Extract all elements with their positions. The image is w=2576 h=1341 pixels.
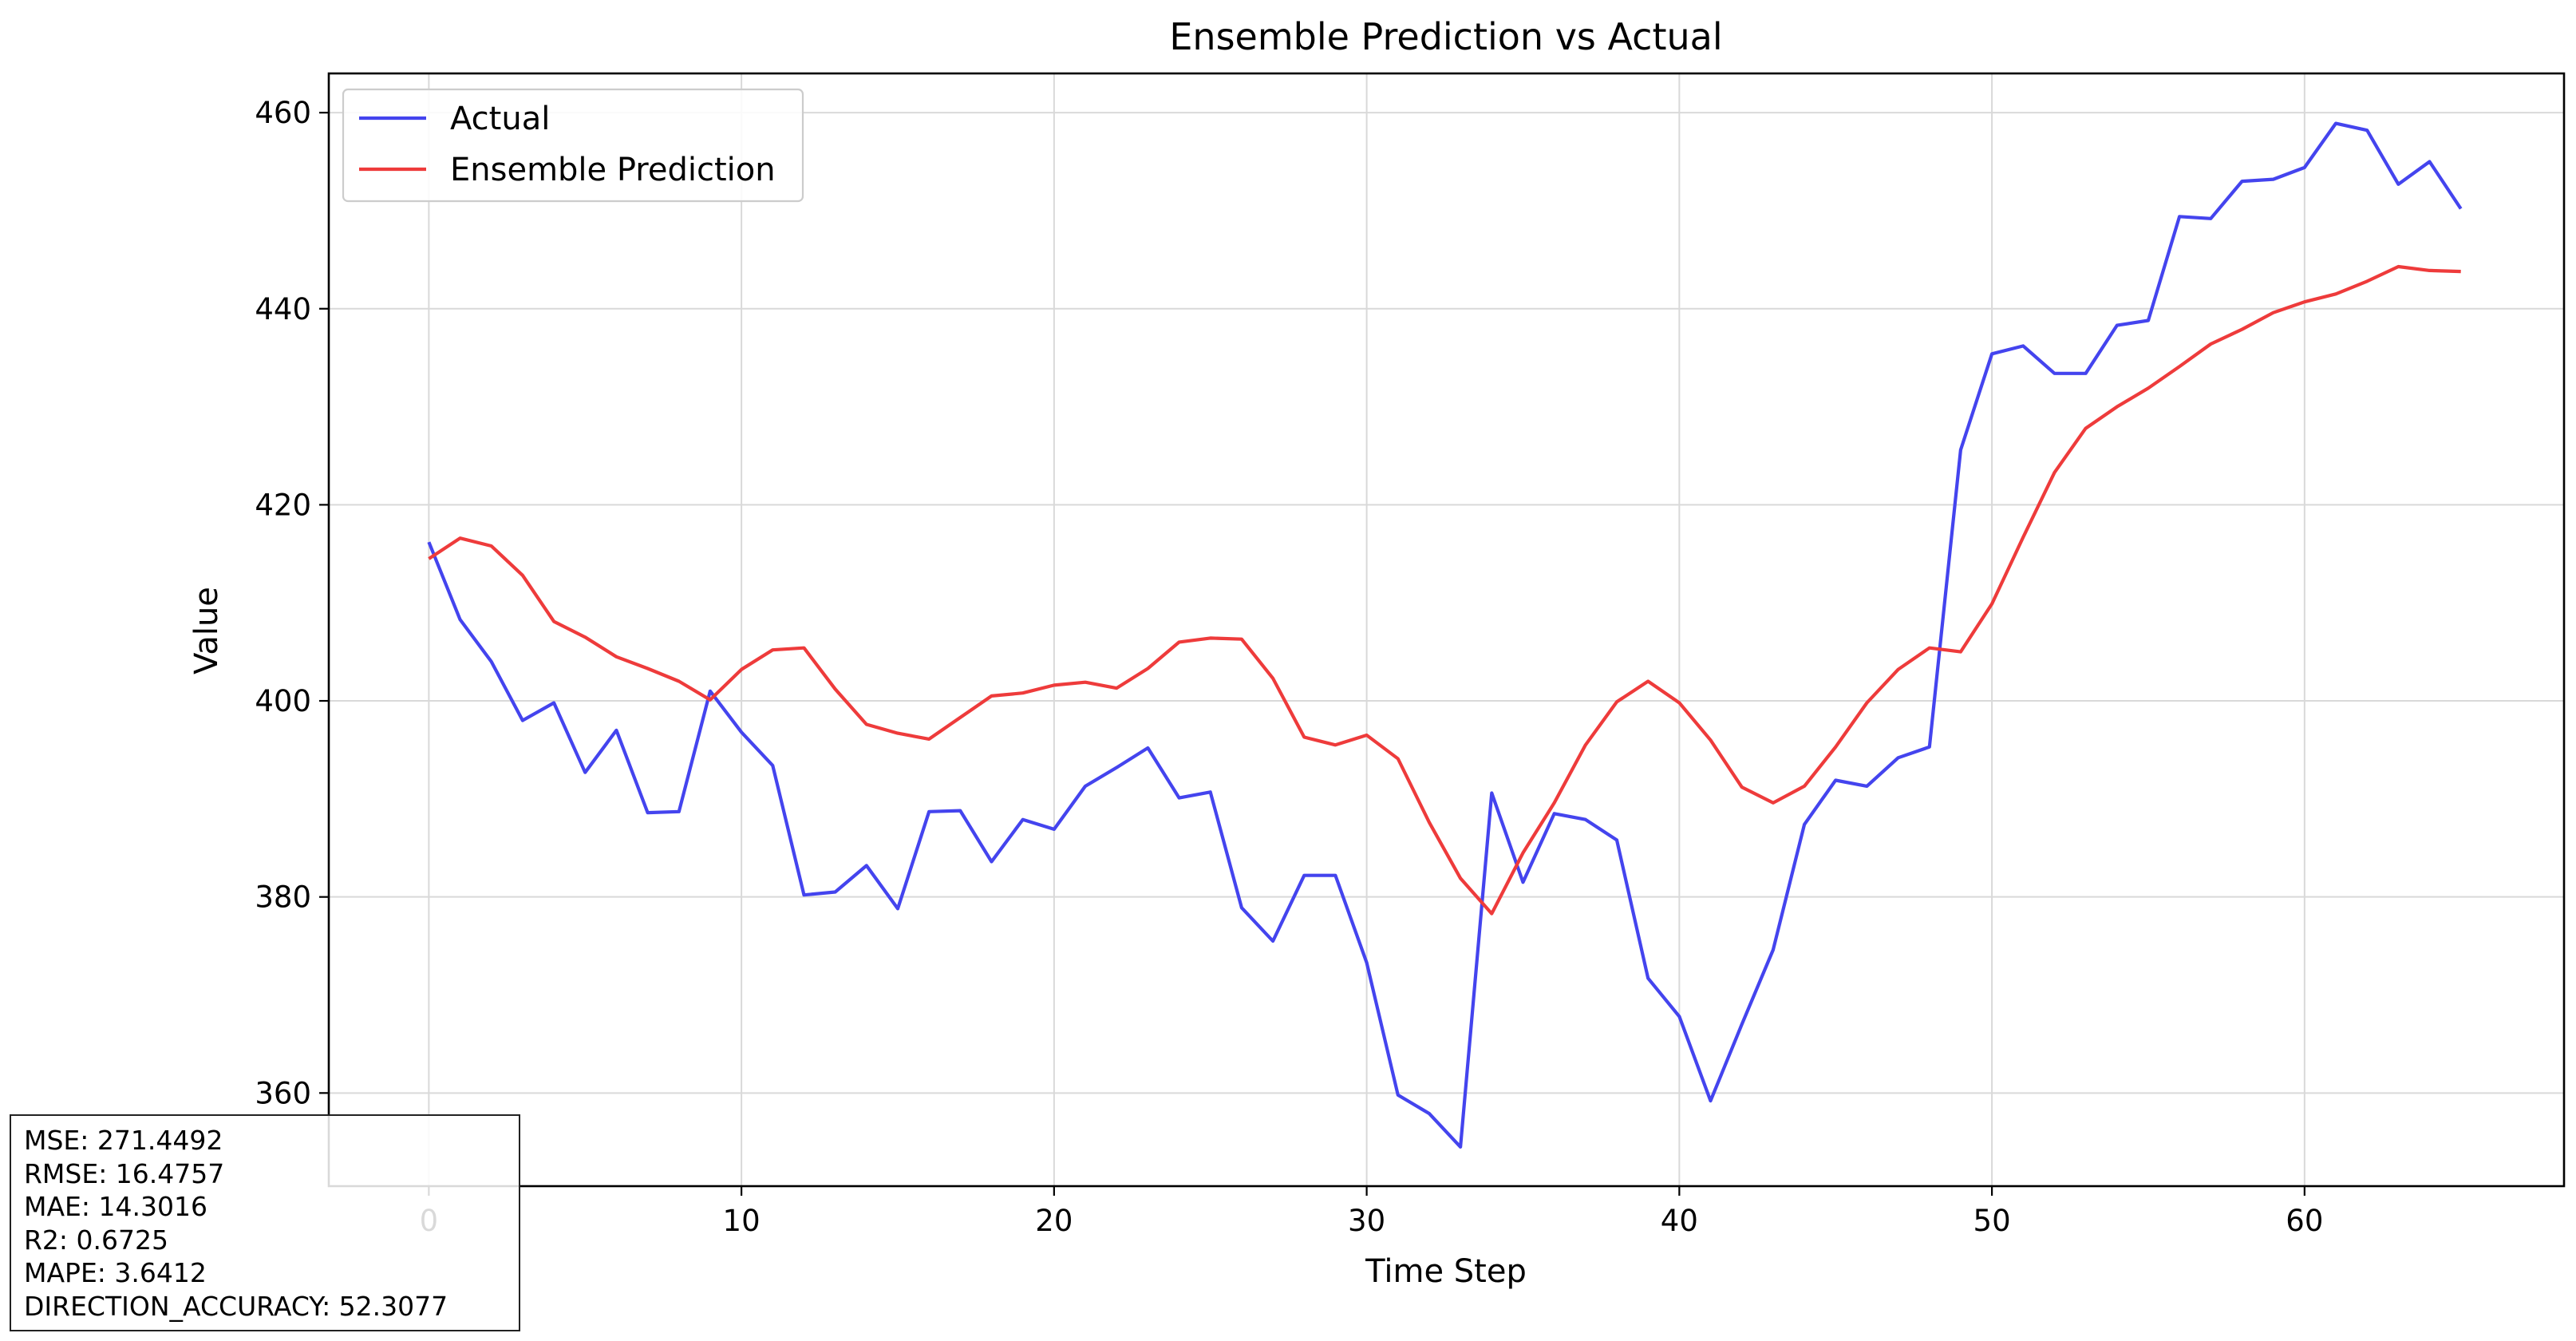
metric-r2: R2: 0.6725	[24, 1224, 169, 1256]
series-lines	[427, 121, 2463, 1149]
chart-title: Ensemble Prediction vs Actual	[1169, 15, 1722, 58]
metric-rmse: RMSE: 16.4757	[24, 1157, 225, 1189]
legend-box	[342, 88, 804, 203]
x-tick-label: 50	[1973, 1204, 2011, 1238]
legend-label: Ensemble Prediction	[450, 152, 776, 188]
grid	[329, 73, 2564, 1186]
y-tick-label: 420	[255, 488, 311, 522]
legend: Actual Ensemble Prediction	[342, 88, 804, 203]
y-tick-label: 400	[255, 684, 311, 718]
y-tick-label: 360	[255, 1076, 311, 1110]
x-tick-label: 60	[2286, 1204, 2323, 1238]
series-line-actual	[427, 121, 2463, 1149]
x-tick-label: 10	[723, 1204, 761, 1238]
metrics-box: MSE: 271.4492 RMSE: 16.4757 MAE: 14.3016…	[10, 1114, 520, 1331]
x-tick-label: 20	[1035, 1204, 1073, 1238]
x-tick-label: 30	[1348, 1204, 1385, 1238]
y-axis-label: Value	[188, 587, 225, 674]
y-tick-label: 380	[255, 880, 311, 915]
x-tick-label: 40	[1661, 1204, 1698, 1238]
legend-label: Actual	[450, 101, 550, 137]
y-axis-ticks: 360 380 400 420 440 460	[255, 96, 329, 1110]
metric-mape: MAPE: 3.6412	[24, 1257, 207, 1288]
series-line-ensemble-prediction	[428, 264, 2461, 916]
y-tick-label: 460	[255, 96, 311, 130]
metric-direction-accuracy: DIRECTION_ACCURACY: 52.3077	[24, 1290, 448, 1322]
plot-area-frame	[327, 72, 2566, 1188]
y-tick-label: 440	[255, 292, 311, 326]
x-axis-label: Time Step	[1365, 1253, 1527, 1290]
metric-mse: MSE: 271.4492	[24, 1125, 223, 1156]
metric-mae: MAE: 14.3016	[24, 1191, 207, 1222]
